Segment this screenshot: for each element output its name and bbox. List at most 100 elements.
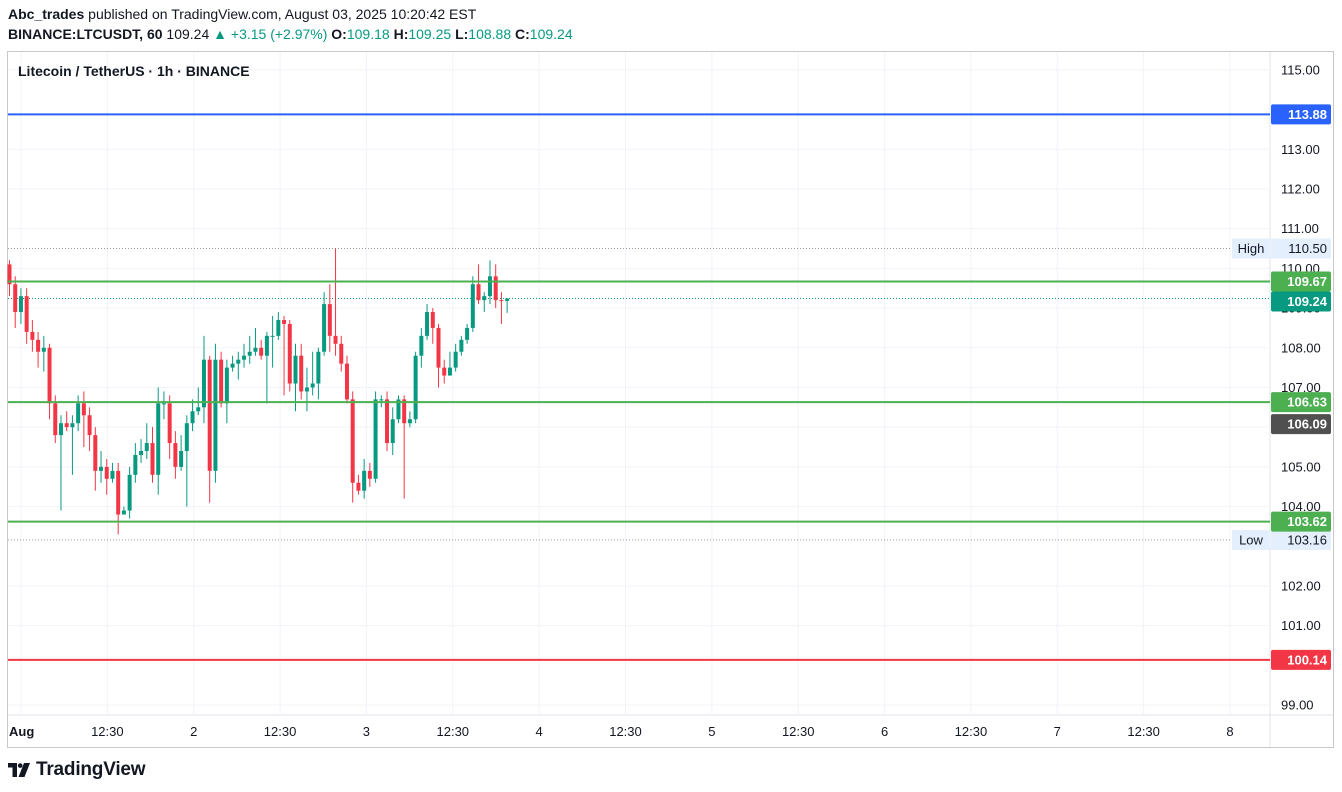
candle-body	[93, 435, 98, 471]
candle-body	[270, 335, 275, 337]
candle	[253, 327, 258, 356]
candle	[356, 474, 361, 495]
candle-body	[224, 367, 229, 404]
candle	[110, 462, 115, 483]
candle-body	[436, 327, 441, 368]
candle-body	[41, 347, 46, 352]
high-price-bg	[1271, 238, 1331, 259]
candle-body	[161, 403, 166, 405]
high-marker-label: High	[1238, 241, 1265, 256]
last-price-tag-bg	[1271, 291, 1331, 312]
level-tag-text: 109.67	[1287, 274, 1327, 289]
candle	[293, 343, 298, 412]
candle-body	[64, 423, 69, 428]
candle	[316, 347, 321, 400]
price-tick-label: 115.00	[1281, 62, 1320, 77]
candle	[76, 395, 81, 432]
candle-body	[230, 363, 235, 368]
countdown-tag-bg	[1271, 414, 1331, 435]
candle	[144, 423, 149, 459]
low-price-label: 103.16	[1287, 532, 1327, 547]
time-tick-label: 6	[881, 724, 888, 739]
candle-body	[407, 419, 412, 424]
candle	[247, 335, 252, 364]
candle-body	[144, 443, 149, 451]
time-tick-label: Aug	[9, 724, 34, 739]
candle-body	[327, 304, 332, 336]
candle-body	[133, 454, 138, 475]
low-marker-label: Low	[1239, 532, 1263, 547]
candle	[93, 427, 98, 491]
close-value: 109.24	[529, 26, 573, 42]
candle-body	[419, 335, 424, 356]
price-tick-label: 113.00	[1281, 142, 1320, 157]
candle	[344, 355, 349, 404]
candle-body	[242, 355, 247, 360]
candle-body	[139, 450, 144, 455]
candle-body	[493, 276, 498, 301]
close-label: C:	[515, 26, 530, 42]
candle	[385, 391, 390, 451]
candle	[482, 292, 487, 313]
candle-body	[110, 470, 115, 479]
candle-body	[36, 339, 41, 352]
time-tick-label: 12:30	[1127, 724, 1160, 739]
candle-body	[13, 284, 18, 313]
price-tick-label: 111.00	[1281, 221, 1319, 236]
level-tag-text: 113.88	[1288, 107, 1327, 122]
candle	[201, 335, 206, 424]
candle	[7, 260, 12, 297]
candle	[413, 351, 418, 424]
candle	[150, 427, 155, 483]
time-tick-label: 12:30	[91, 724, 124, 739]
candle	[327, 284, 332, 352]
candle	[362, 458, 367, 499]
candle	[24, 288, 29, 344]
level-tag-text: 103.62	[1287, 514, 1327, 529]
candle-body	[339, 343, 344, 364]
candle-body	[322, 304, 327, 352]
candle	[499, 292, 504, 324]
candle-body	[465, 327, 470, 340]
candle-body	[413, 355, 418, 420]
candle	[30, 319, 35, 352]
candle	[133, 443, 138, 483]
candle-body	[287, 323, 292, 384]
candle-body	[173, 443, 178, 467]
candle	[339, 335, 344, 372]
footer-brand[interactable]: TradingView	[8, 759, 146, 781]
candle-body	[201, 359, 206, 408]
candle	[179, 435, 184, 471]
price-tick-label: 104.00	[1281, 499, 1321, 514]
candle-body	[213, 359, 218, 471]
candle-body	[264, 335, 269, 356]
candle-body	[190, 411, 195, 424]
time-tick-label: 12:30	[437, 724, 470, 739]
candle	[116, 462, 121, 535]
candle	[493, 264, 498, 309]
low-label: L:	[455, 26, 469, 42]
candle-body	[70, 423, 75, 428]
candle	[396, 395, 401, 424]
candle-body	[442, 367, 447, 376]
candle-body	[299, 355, 304, 392]
candle-body	[470, 284, 475, 328]
author-name[interactable]: Abc_trades	[8, 6, 85, 22]
tradingview-wordmark: TradingView	[36, 759, 146, 780]
candle	[213, 343, 218, 483]
level-tag-text: 100.14	[1287, 652, 1328, 667]
countdown-tag-text: 106.09	[1287, 417, 1327, 432]
candle	[282, 316, 287, 396]
candle-body	[304, 387, 309, 392]
candle-body	[121, 510, 126, 515]
candle	[236, 351, 241, 380]
candle-body	[425, 312, 430, 336]
candle	[447, 351, 452, 376]
price-tick-label: 99.00	[1281, 698, 1314, 713]
candle-body	[333, 335, 338, 344]
candle	[505, 298, 510, 313]
candle	[87, 407, 92, 451]
candle-body	[259, 347, 264, 356]
candle-body	[402, 399, 407, 424]
